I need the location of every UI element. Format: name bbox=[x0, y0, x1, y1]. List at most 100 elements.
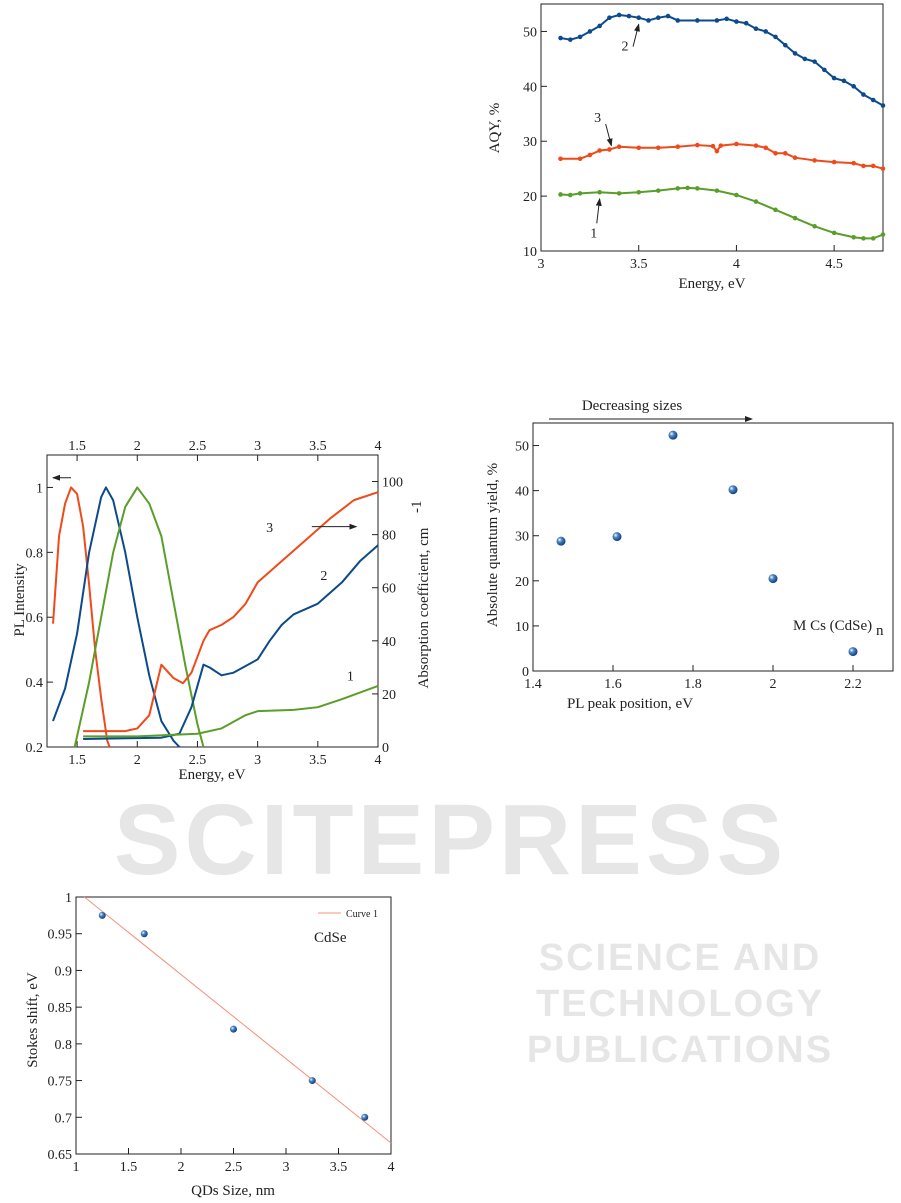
x-tick-label: 3 bbox=[538, 257, 545, 272]
watermark-sub: SCIENCE AND TECHNOLOGY PUBLICATIONS bbox=[526, 937, 834, 1071]
curve-label: 2 bbox=[320, 569, 327, 584]
series-2-point bbox=[802, 56, 808, 62]
x-top-tick-label: 3 bbox=[254, 439, 261, 454]
x-tick-label: 1 bbox=[73, 1160, 80, 1175]
x-axis-label: PL peak position, eV bbox=[567, 696, 693, 712]
series-3-point bbox=[616, 144, 622, 150]
series-3-point bbox=[734, 141, 739, 147]
y-tick-label: 0.75 bbox=[48, 1075, 73, 1090]
x-top-tick-label: 1.5 bbox=[68, 439, 86, 454]
y-tick-label: 50 bbox=[523, 25, 537, 40]
data-point bbox=[668, 430, 678, 440]
y-tick-label: 0.6 bbox=[26, 611, 44, 626]
y-right-tick-label: 40 bbox=[382, 635, 396, 650]
x-tick-label: 1.5 bbox=[120, 1160, 138, 1175]
series-2-point bbox=[626, 13, 632, 19]
series-2-point bbox=[861, 92, 866, 97]
plot-frame bbox=[540, 3, 884, 252]
curve-label: 1 bbox=[347, 670, 354, 685]
y-tick-label: 20 bbox=[523, 190, 537, 205]
series-3-point bbox=[597, 148, 602, 153]
y-axis-label: AQY, % bbox=[487, 103, 503, 154]
series-3-point bbox=[851, 160, 856, 166]
x-top-tick-label: 2 bbox=[134, 439, 141, 454]
x-tick-label: 3.5 bbox=[630, 257, 648, 272]
plot-frame bbox=[46, 454, 379, 748]
series-3-point bbox=[812, 158, 817, 163]
y-tick-label: 20 bbox=[515, 575, 529, 590]
y-tick-label: 50 bbox=[515, 440, 529, 455]
y-tick-label: 0.65 bbox=[48, 1148, 73, 1163]
series-1-point bbox=[616, 191, 622, 196]
data-point bbox=[361, 1113, 369, 1121]
y-right-tick-label: 20 bbox=[382, 688, 396, 703]
series-2-line bbox=[560, 13, 884, 107]
series-3-point bbox=[870, 163, 876, 169]
series-3-point bbox=[763, 145, 769, 151]
x-top-tick-label: 4 bbox=[375, 439, 382, 454]
series-abs-2-line bbox=[83, 544, 379, 741]
curve-label: 3 bbox=[266, 521, 273, 536]
series-2-point bbox=[880, 103, 886, 108]
y-tick-label: 30 bbox=[515, 530, 529, 545]
legend-label: Curve 1 bbox=[346, 909, 378, 920]
y-tick-label: 0.9 bbox=[55, 964, 73, 979]
series-2-point bbox=[665, 13, 671, 19]
series-1-point bbox=[695, 186, 700, 191]
x-tick-label: 4 bbox=[375, 753, 382, 768]
series-2-point bbox=[577, 34, 583, 40]
x-top-tick-label: 3.5 bbox=[309, 439, 327, 454]
x-top-tick-label: 2.5 bbox=[189, 439, 207, 454]
y-axis-label-right: Absorption coefficient, cm bbox=[416, 527, 432, 688]
series-annotation: CdSe bbox=[314, 930, 347, 946]
data-point bbox=[612, 532, 622, 542]
series-2-point bbox=[597, 23, 602, 29]
x-tick-label: 3.5 bbox=[330, 1160, 348, 1175]
y-tick-label: 0.95 bbox=[48, 928, 73, 943]
x-tick-label: 1.8 bbox=[684, 677, 702, 692]
x-tick-label: 1.5 bbox=[68, 753, 86, 768]
series-1-point bbox=[812, 224, 817, 229]
data-point bbox=[556, 536, 566, 546]
y-tick-label: 0.85 bbox=[48, 1001, 73, 1016]
y-tick-label: 1 bbox=[65, 891, 72, 906]
y-tick-label: 0.8 bbox=[26, 546, 44, 561]
series-2-point bbox=[743, 20, 749, 26]
series-3-point bbox=[558, 156, 563, 162]
series-2-point bbox=[831, 75, 837, 81]
y-tick-label: 1 bbox=[36, 481, 43, 496]
x-tick-label: 4.5 bbox=[825, 257, 843, 272]
x-tick-label: 4 bbox=[388, 1160, 395, 1175]
series-2-point bbox=[763, 29, 769, 34]
series-3-point bbox=[773, 150, 778, 156]
series-2-point bbox=[851, 84, 856, 89]
series-3-point bbox=[636, 145, 642, 151]
series-1-point bbox=[636, 189, 642, 195]
series-2-point bbox=[714, 18, 720, 23]
series-3-point bbox=[861, 163, 866, 169]
x-tick-label: 2.2 bbox=[844, 677, 862, 692]
fit-line bbox=[84, 896, 392, 1144]
series-2-point bbox=[646, 18, 651, 23]
series-1-point bbox=[714, 188, 720, 193]
plot-frame bbox=[532, 422, 894, 672]
series-2-point bbox=[636, 15, 642, 21]
annotation-arrow bbox=[632, 23, 640, 47]
data-point bbox=[728, 485, 738, 495]
series-2-point bbox=[587, 29, 593, 34]
x-tick-label: 2 bbox=[770, 677, 777, 692]
curve-label: 3 bbox=[594, 111, 601, 126]
series-2-point bbox=[558, 35, 563, 41]
series-2-point bbox=[655, 15, 661, 21]
x-tick-label: 3 bbox=[283, 1160, 290, 1175]
x-tick-label: 3.5 bbox=[309, 753, 327, 768]
y-tick-label: 0.2 bbox=[26, 741, 44, 756]
series-2-point bbox=[870, 97, 876, 103]
series-1-point bbox=[831, 230, 837, 236]
y-axis-label: Stokes shift, eV bbox=[25, 972, 41, 1068]
y-tick-label: 40 bbox=[523, 80, 537, 95]
series-2-point bbox=[734, 19, 739, 24]
series-2-point bbox=[792, 51, 798, 56]
series-3-point bbox=[577, 156, 583, 162]
x-tick-label: 2.5 bbox=[225, 1160, 243, 1175]
